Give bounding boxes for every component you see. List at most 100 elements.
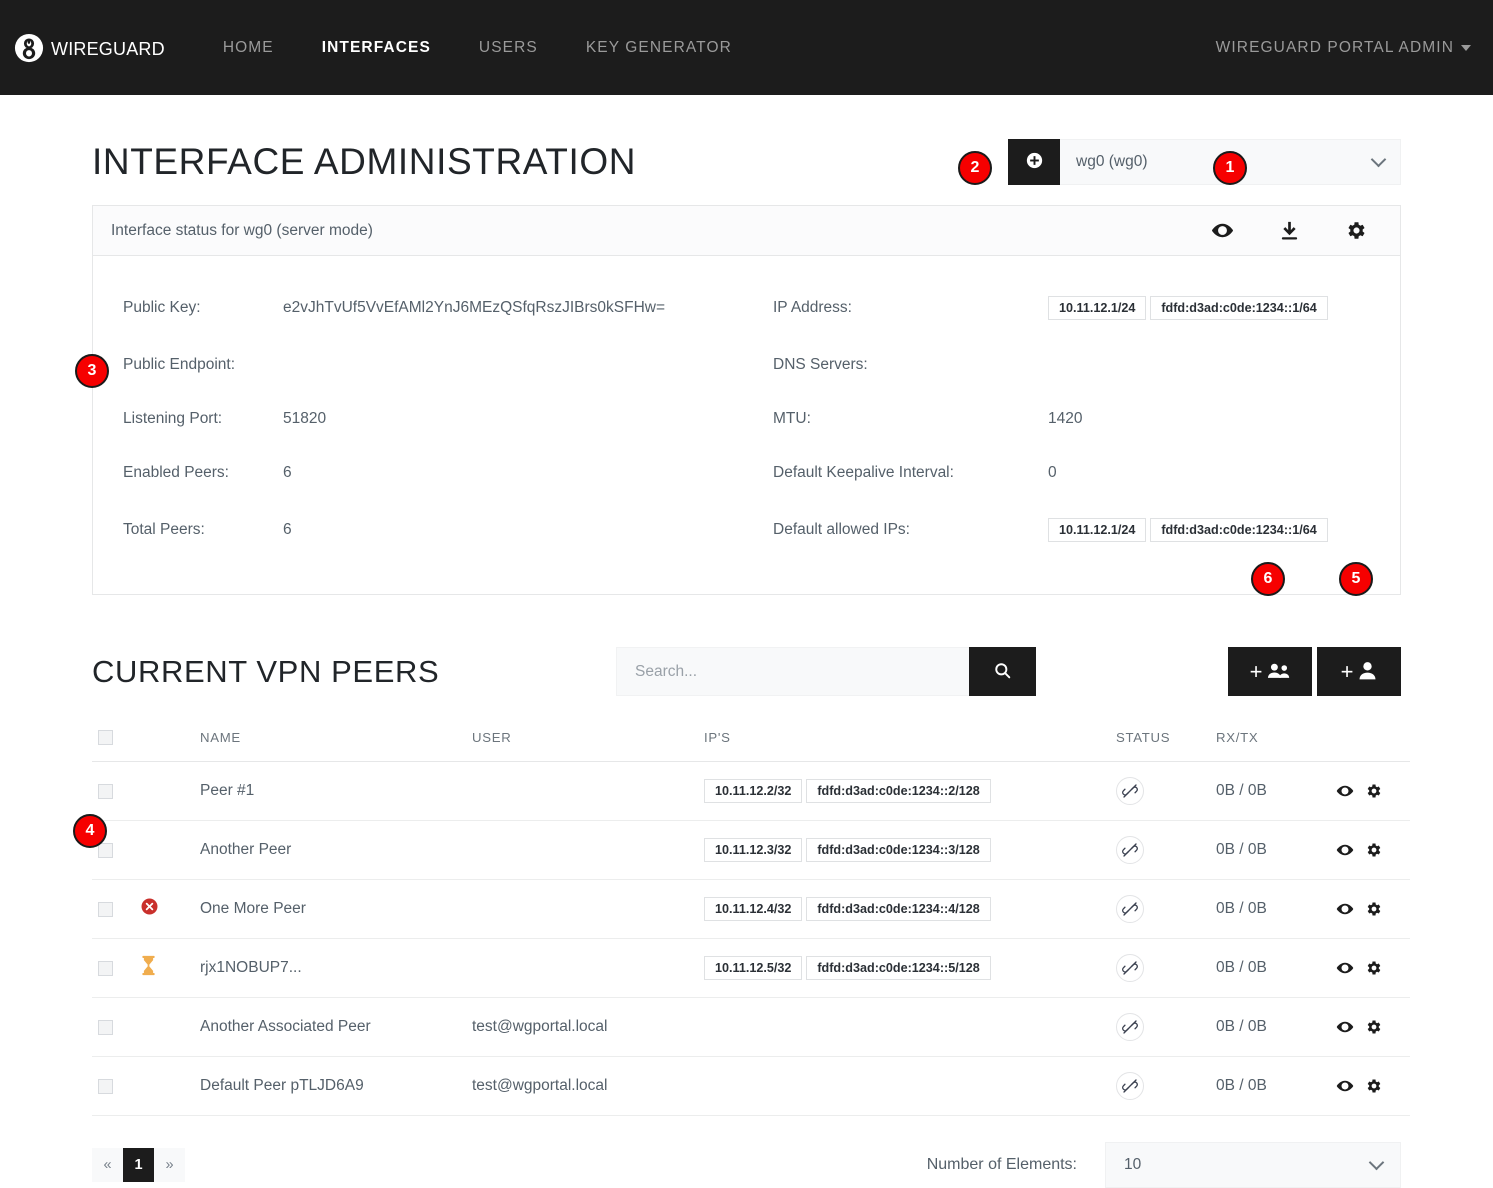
eye-icon[interactable] — [1336, 841, 1354, 859]
link-slash-icon[interactable] — [1116, 954, 1144, 982]
link-slash-icon[interactable] — [1116, 1072, 1144, 1100]
column-user: User — [466, 718, 698, 762]
gear-icon[interactable] — [1365, 1018, 1383, 1036]
annotation-badge-3: 3 — [75, 354, 109, 388]
row-name: Another Associated Peer — [194, 997, 466, 1057]
gear-icon[interactable] — [1345, 219, 1368, 242]
nav-item-key-generator[interactable]: Key Generator — [585, 38, 732, 56]
row-rxtx: 0B / 0B — [1210, 997, 1330, 1057]
nav-item-home[interactable]: Home — [222, 38, 274, 56]
row-rxtx: 0B / 0B — [1210, 879, 1330, 939]
detail-value-ip-address: 10.11.12.1/24 fdfd:d3ad:c0de:1234::1/64 — [1048, 278, 1370, 338]
interface-select-value: wg0 (wg0) — [1076, 153, 1148, 170]
gear-icon[interactable] — [1365, 1077, 1383, 1095]
page-title: Interface Administration — [92, 141, 637, 182]
eye-icon[interactable] — [1336, 1018, 1354, 1036]
eye-icon[interactable] — [1336, 959, 1354, 977]
row-user — [466, 761, 698, 821]
row-user — [466, 820, 698, 880]
table-row[interactable]: Another Peer 10.11.12.3/32 fdfd:d3ad:c0d… — [92, 820, 1410, 880]
nav-item-users[interactable]: Users — [478, 38, 538, 56]
row-checkbox[interactable] — [98, 1019, 113, 1035]
table-row[interactable]: One More Peer 10.11.12.4/32 fdfd:d3ad:c0… — [92, 879, 1410, 939]
row-ips — [698, 1056, 1110, 1116]
row-name: Peer #1 — [194, 761, 466, 821]
row-checkbox[interactable] — [98, 901, 113, 917]
row-status — [1110, 761, 1210, 821]
row-flag-cell — [134, 820, 194, 880]
eye-icon[interactable] — [1211, 219, 1234, 242]
row-checkbox[interactable] — [98, 842, 113, 858]
page-content: Interface Administration wg0 (wg0) Inter… — [0, 95, 1493, 1188]
eye-icon[interactable] — [1336, 900, 1354, 918]
row-actions-cell — [1330, 997, 1410, 1057]
gear-icon[interactable] — [1365, 782, 1383, 800]
select-all-checkbox[interactable] — [98, 730, 113, 745]
brand-link[interactable]: WireGuard — [14, 33, 165, 63]
detail-label-dns-servers: DNS Servers: — [773, 356, 868, 373]
row-flag-cell — [134, 1056, 194, 1116]
interface-status-actions — [1211, 219, 1382, 242]
row-ips: 10.11.12.5/32 fdfd:d3ad:c0de:1234::5/128 — [698, 938, 1110, 998]
add-multiple-peers-button[interactable]: + — [1228, 647, 1312, 696]
row-status — [1110, 1056, 1210, 1116]
table-row[interactable]: rjx1NOBUP7... 10.11.12.5/32 fdfd:d3ad:c0… — [92, 938, 1410, 998]
eye-icon[interactable] — [1336, 1077, 1354, 1095]
row-select-cell — [92, 761, 134, 821]
row-ips — [698, 997, 1110, 1057]
link-slash-icon[interactable] — [1116, 895, 1144, 923]
ip-chip: fdfd:d3ad:c0de:1234::1/64 — [1150, 518, 1328, 542]
table-row[interactable]: Another Associated Peer test@wgportal.lo… — [92, 997, 1410, 1057]
eye-icon[interactable] — [1336, 782, 1354, 800]
link-slash-icon[interactable] — [1116, 836, 1144, 864]
chevron-down-icon — [1370, 151, 1387, 168]
ip-chip: 10.11.12.1/24 — [1048, 296, 1147, 320]
column-actions — [1330, 718, 1410, 762]
annotation-badge-4: 4 — [73, 814, 107, 848]
link-slash-icon[interactable] — [1116, 1013, 1144, 1041]
gear-icon[interactable] — [1365, 900, 1383, 918]
navbar-right: WireGuard Portal Admin — [1216, 29, 1471, 67]
row-user: test@wgportal.local — [466, 1056, 698, 1116]
gear-icon[interactable] — [1365, 959, 1383, 977]
link-slash-icon[interactable] — [1116, 777, 1144, 805]
row-rxtx: 0B / 0B — [1210, 761, 1330, 821]
row-checkbox[interactable] — [98, 783, 113, 799]
search-button[interactable] — [969, 647, 1036, 696]
elements-select[interactable]: 10 — [1105, 1142, 1401, 1188]
ip-chip: 10.11.12.5/32 — [704, 956, 803, 980]
row-actions-cell — [1330, 938, 1410, 998]
add-peer-button[interactable]: + — [1317, 647, 1401, 696]
row-ips: 10.11.12.2/32 fdfd:d3ad:c0de:1234::2/128 — [698, 761, 1110, 821]
users-plus-icon — [1267, 661, 1290, 683]
row-checkbox[interactable] — [98, 960, 113, 976]
user-menu-toggle[interactable]: WireGuard Portal Admin — [1216, 29, 1471, 67]
add-interface-button[interactable] — [1008, 139, 1060, 185]
row-status — [1110, 879, 1210, 939]
gear-icon[interactable] — [1365, 841, 1383, 859]
disabled-circle-x-icon — [140, 898, 159, 920]
chevron-down-icon — [1461, 44, 1471, 51]
table-row[interactable]: Peer #1 10.11.12.2/32 fdfd:d3ad:c0de:123… — [92, 761, 1410, 821]
pagination-prev[interactable]: « — [92, 1148, 123, 1182]
row-rxtx: 0B / 0B — [1210, 820, 1330, 880]
detail-label-total-peers: Total Peers: — [123, 521, 205, 538]
detail-value-keepalive: 0 — [1048, 464, 1057, 481]
row-name: Another Peer — [194, 820, 466, 880]
search-input[interactable] — [616, 647, 969, 696]
pagination-next[interactable]: » — [154, 1148, 185, 1182]
annotation-badge-5: 5 — [1339, 562, 1373, 596]
plus-circle-icon — [1026, 152, 1043, 172]
row-flag-cell — [134, 879, 194, 939]
table-row[interactable]: Default Peer pTLJD6A9 test@wgportal.loca… — [92, 1056, 1410, 1116]
row-actions-cell — [1330, 820, 1410, 880]
download-icon[interactable] — [1278, 219, 1301, 242]
row-select-cell — [92, 879, 134, 939]
pagination-page-1[interactable]: 1 — [123, 1148, 154, 1182]
plus-icon: + — [1340, 658, 1354, 684]
row-select-cell — [92, 997, 134, 1057]
row-checkbox[interactable] — [98, 1078, 113, 1094]
ip-chip: fdfd:d3ad:c0de:1234::4/128 — [806, 897, 991, 921]
